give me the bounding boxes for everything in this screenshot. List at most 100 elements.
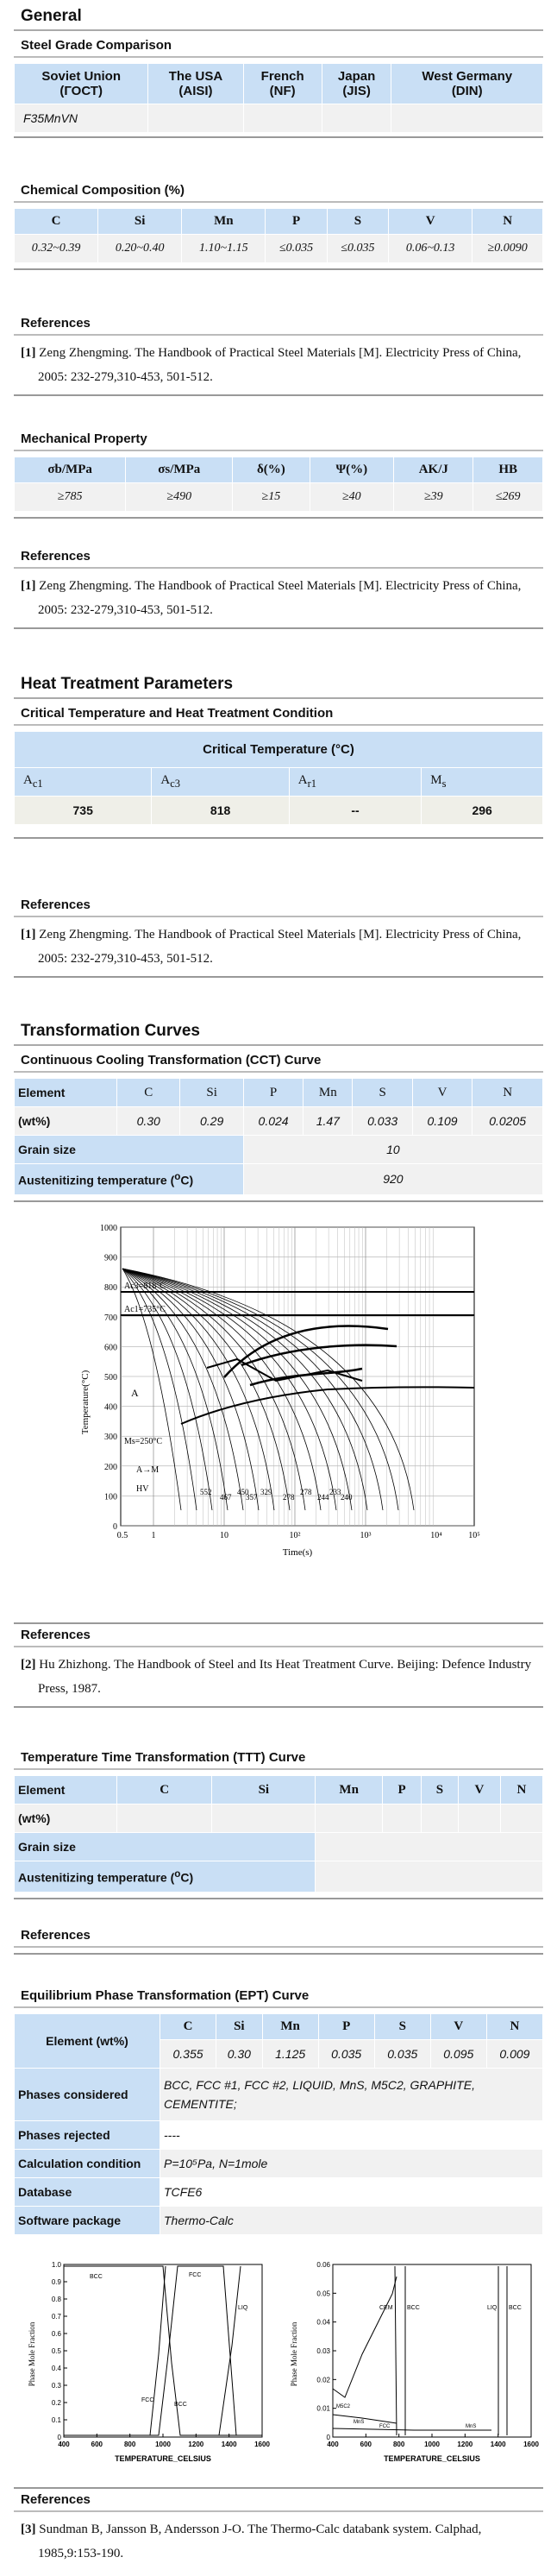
ept-table: Element (wt%) C Si Mn P S V N 0.355 0.30… <box>14 2013 544 2235</box>
element-label: Element <box>14 1775 117 1804</box>
crit-table: Critical Temperature (°C) Ac1 Ac3 Ar1 Ms… <box>13 731 543 825</box>
ytick-label: 0.7 <box>52 2313 62 2321</box>
ttt-header: S <box>421 1775 459 1804</box>
cct-xtick: 10³ <box>360 1531 372 1540</box>
heat-title: Heat Treatment Parameters <box>14 671 543 699</box>
cem-drop <box>394 2265 397 2436</box>
cooling-curve <box>122 1268 353 1511</box>
mech-value: ≥15 <box>232 482 310 512</box>
ept-value: 0.009 <box>485 2039 544 2069</box>
cooling-curve <box>122 1268 197 1511</box>
grade-cell <box>321 104 392 133</box>
cooling-curve <box>122 1268 228 1511</box>
ac3-label: Ac3=818°C <box>124 1282 166 1291</box>
references-1: References [1] Zeng Zhengming. The Handb… <box>14 312 543 396</box>
cooling-curve <box>122 1268 260 1511</box>
cct-ytick: 100 <box>104 1492 117 1502</box>
cct-xtick: 10⁴ <box>430 1531 442 1540</box>
cct-xtick: 10² <box>290 1531 301 1540</box>
cct-ytick: 0 <box>113 1522 117 1532</box>
cooling-curve <box>122 1268 306 1511</box>
ept-value: 0.355 <box>159 2039 217 2069</box>
cct-table: Element C Si P Mn S V N (wt%) 0.30 0.29 … <box>14 1078 544 1195</box>
ept2-label: MnS <box>466 2424 476 2429</box>
ept1-plot-area <box>63 2264 263 2438</box>
cct-title: Continuous Cooling Transformation (CCT) … <box>14 1049 543 1073</box>
ept-header: S <box>373 2013 431 2040</box>
grade-cell <box>391 104 543 133</box>
cooling-curve <box>122 1268 337 1511</box>
crit-header: Ms <box>421 767 543 797</box>
aust-label: Austenitizing temperature (oC) <box>14 1163 244 1195</box>
bcc-curve <box>64 2265 262 2436</box>
cct-ytick: 800 <box>104 1283 117 1293</box>
chem-value: 0.06~0.13 <box>388 234 473 263</box>
cct-ylabel: Temperature(°C) <box>80 1370 91 1434</box>
m5c2-curve <box>332 2414 397 2424</box>
xtick-label: 1400 <box>222 2441 237 2448</box>
mech-header: σs/MPa <box>125 457 234 483</box>
xtick-label: 1000 <box>424 2441 440 2448</box>
hv-value: 233 <box>329 1488 341 1496</box>
ept1-label: FCC <box>141 2397 153 2403</box>
ept-header: Si <box>216 2013 263 2040</box>
grade-header: The USA (AISI) <box>147 63 244 104</box>
ytick-label: 0.2 <box>52 2399 62 2407</box>
ept1-label: LIQ <box>238 2305 248 2311</box>
liq-curve <box>218 2265 241 2436</box>
xtick-label: 1000 <box>155 2441 171 2448</box>
cct-header: Si <box>179 1078 244 1107</box>
ttt-header: N <box>499 1775 544 1804</box>
cct-value: 0.024 <box>242 1106 304 1136</box>
cct-xtick: 10⁵ <box>468 1531 480 1540</box>
ept2-plot-area <box>332 2264 532 2438</box>
reference-item: [1] Zeng Zhengming. The Handbook of Prac… <box>21 928 522 966</box>
cct-xlabel: Time(s) <box>283 1547 313 1558</box>
trans-section: Transformation Curves Continuous Cooling… <box>14 1018 544 1202</box>
ytick-label: 0 <box>327 2434 331 2441</box>
references-3: References [1] Zeng Zhengming. The Handb… <box>14 894 543 978</box>
grade-header: West Germany (DIN) <box>391 63 543 104</box>
references-title: References <box>14 545 543 569</box>
hv-value: 450 <box>237 1488 249 1496</box>
chem-header: Si <box>97 208 183 235</box>
xtick-label: 400 <box>58 2441 70 2448</box>
crit-header: Ac1 <box>13 767 153 797</box>
chem-header: V <box>388 208 473 235</box>
crit-value: -- <box>288 796 422 825</box>
db-value: TCFE6 <box>160 2177 543 2207</box>
calc-value: P=10⁵Pa, N=1mole <box>160 2149 543 2178</box>
xtick-label: 400 <box>327 2441 339 2448</box>
crit-value: 735 <box>13 796 153 825</box>
grade-comparison-title: Steel Grade Comparison <box>14 35 543 58</box>
cct-value: 1.47 <box>303 1106 354 1136</box>
phases-label: Phases considered <box>14 2068 160 2121</box>
chem-header: P <box>265 208 328 235</box>
cooling-curve <box>122 1268 399 1511</box>
ttt-table: Element C Si Mn P S V N (wt%) Grain size… <box>13 1775 544 1893</box>
aust-value: 920 <box>242 1163 544 1195</box>
ttt-header: Si <box>211 1775 316 1804</box>
chem-value: 0.20~0.40 <box>97 234 183 263</box>
ept1-label: FCC <box>189 2272 201 2278</box>
ept-element-label: Element (wt%) <box>14 2013 160 2069</box>
mech-value: ≥40 <box>309 482 395 512</box>
ept2-label: CEM <box>379 2305 393 2311</box>
xtick-label: 1600 <box>254 2441 270 2448</box>
reference-item: [1] Zeng Zhengming. The Handbook of Prac… <box>21 346 522 384</box>
ept-header: Mn <box>261 2013 319 2040</box>
references-title: References <box>14 312 543 336</box>
grain-value: 10 <box>242 1135 544 1164</box>
cooling-curve <box>122 1268 415 1511</box>
cooling-curve <box>122 1268 244 1511</box>
ept-title: Equilibrium Phase Transformation (EPT) C… <box>14 1985 543 2008</box>
cct-ytick: 600 <box>104 1343 117 1352</box>
ms-curve <box>180 1386 475 1425</box>
phases-value: BCC, FCC #1, FCC #2, LIQUID, MnS, M5C2, … <box>160 2068 543 2121</box>
mech-title: Mechanical Property <box>14 428 543 451</box>
ept2-xlabel: TEMPERATURE_CELSIUS <box>384 2454 480 2463</box>
hv-value: 552 <box>200 1488 212 1496</box>
cooling-curve <box>122 1268 291 1511</box>
ept-header: P <box>317 2013 375 2040</box>
cct-value: 0.033 <box>352 1106 413 1136</box>
